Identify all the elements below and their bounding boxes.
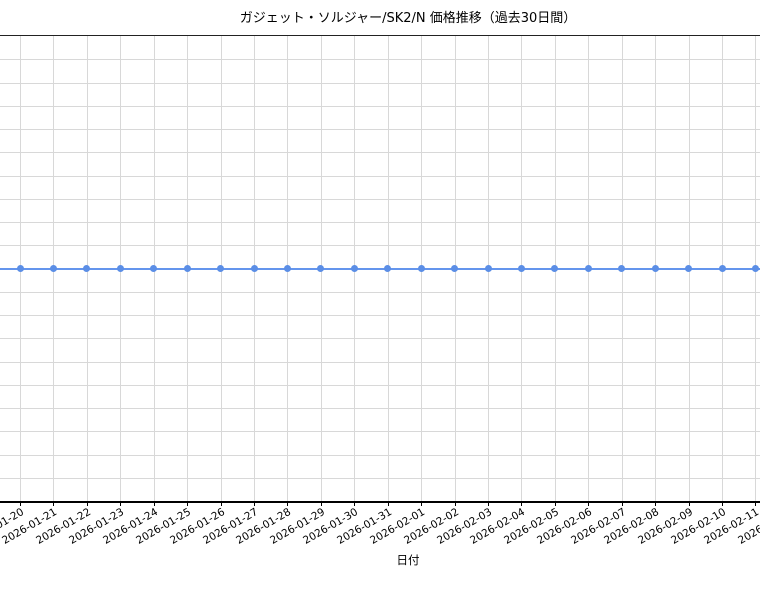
data-point-marker xyxy=(618,265,626,272)
x-tick-mark xyxy=(454,502,456,506)
x-tick-mark xyxy=(254,502,255,506)
data-point-marker xyxy=(350,265,358,272)
data-point-marker xyxy=(183,265,191,272)
data-point-marker xyxy=(451,265,459,272)
data-point-marker xyxy=(417,265,425,272)
data-point-marker xyxy=(83,265,91,272)
h-gridline xyxy=(0,198,760,200)
data-point-marker xyxy=(551,265,559,272)
data-point-marker xyxy=(751,265,759,272)
chart-title: ガジェット・ソルジャー/SK2/N 価格推移（過去30日間） xyxy=(239,11,577,26)
data-point-marker xyxy=(250,265,258,272)
x-tick-mark xyxy=(554,502,556,506)
h-gridline xyxy=(0,59,760,61)
x-tick-mark xyxy=(153,502,155,506)
x-tick-mark xyxy=(421,502,423,506)
x-tick-mark xyxy=(187,502,189,506)
data-point-marker xyxy=(217,265,225,272)
data-point-marker xyxy=(484,265,492,272)
h-gridline xyxy=(0,477,760,479)
h-gridline xyxy=(0,105,760,107)
data-point-marker xyxy=(49,265,57,272)
x-tick-mark xyxy=(655,502,657,506)
h-gridline xyxy=(0,291,760,293)
x-tick-mark xyxy=(120,502,122,506)
h-gridline xyxy=(0,222,760,223)
x-tick-mark xyxy=(688,502,690,506)
x-tick-mark xyxy=(521,502,523,506)
x-tick-mark xyxy=(722,502,724,506)
data-point-marker xyxy=(685,265,693,272)
data-point-marker xyxy=(584,265,592,272)
x-axis-title: 日付 xyxy=(396,553,420,567)
data-point-marker xyxy=(718,265,726,272)
h-gridline xyxy=(0,175,760,177)
x-tick-mark xyxy=(320,502,322,506)
x-tick-mark xyxy=(53,502,55,506)
x-tick-mark xyxy=(20,502,21,506)
h-gridline xyxy=(0,82,760,84)
h-gridline xyxy=(0,129,760,130)
data-point-marker xyxy=(150,265,158,272)
x-tick-mark xyxy=(387,502,389,506)
x-tick-mark xyxy=(621,502,623,506)
x-tick-mark xyxy=(755,502,757,506)
plot-area xyxy=(0,35,760,503)
data-point-marker xyxy=(283,265,291,272)
h-gridline xyxy=(0,431,760,433)
data-point-marker xyxy=(384,265,392,272)
x-tick-mark xyxy=(287,502,289,506)
x-tick-mark xyxy=(220,502,222,506)
data-point-marker xyxy=(116,265,124,272)
data-point-marker xyxy=(317,265,325,272)
x-tick-mark xyxy=(588,502,590,506)
h-gridline xyxy=(0,315,760,316)
price-line xyxy=(0,267,760,270)
data-point-marker xyxy=(16,265,24,272)
h-gridline xyxy=(0,454,760,456)
h-gridline xyxy=(0,245,760,247)
x-tick-mark xyxy=(354,502,356,506)
x-tick-mark xyxy=(488,502,490,506)
h-gridline xyxy=(0,361,760,363)
h-gridline xyxy=(0,152,760,154)
x-tick-mark xyxy=(86,502,88,506)
h-gridline xyxy=(0,384,760,386)
data-point-marker xyxy=(517,265,525,272)
h-gridline xyxy=(0,338,760,340)
data-point-marker xyxy=(651,265,659,272)
h-gridline xyxy=(0,408,760,409)
